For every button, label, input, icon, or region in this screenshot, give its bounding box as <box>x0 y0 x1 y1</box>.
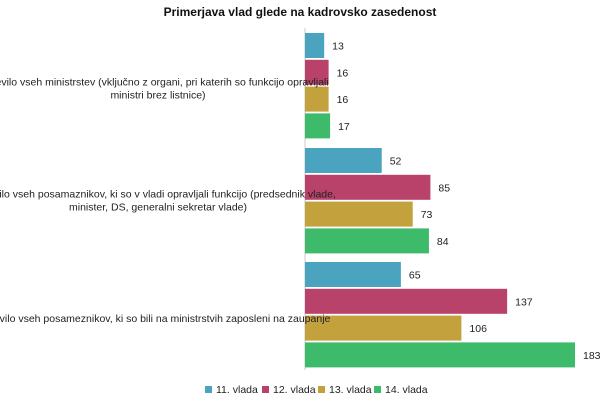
legend-item: 14. vlada <box>374 384 428 396</box>
legend-swatch <box>262 386 269 393</box>
bar <box>305 288 508 314</box>
category-label: število vseh posamaznikov, ki so v vladi… <box>0 189 336 214</box>
data-label: 84 <box>437 236 449 248</box>
bar <box>305 315 462 341</box>
bar <box>305 174 431 200</box>
bar <box>305 148 382 173</box>
legend-item: 11. vlada <box>205 384 258 396</box>
category-label: število vseh ministrstev (vključno z org… <box>0 77 329 102</box>
bar <box>305 201 413 227</box>
bar <box>305 113 331 139</box>
data-label: 16 <box>337 67 349 79</box>
chart-title: Primerjava vlad glede na kadrovsko zased… <box>164 5 437 19</box>
data-label: 183 <box>583 350 601 362</box>
bar <box>305 33 325 58</box>
legend-swatch <box>318 386 325 393</box>
data-label: 52 <box>390 156 402 168</box>
legend-swatch <box>205 386 212 393</box>
data-label: 17 <box>338 121 350 133</box>
data-label: 106 <box>469 323 487 335</box>
data-label: 137 <box>515 296 533 308</box>
data-label: 73 <box>421 209 433 221</box>
bar <box>305 59 329 85</box>
data-label: 13 <box>332 41 344 53</box>
bar <box>305 262 401 287</box>
data-label: 85 <box>438 182 450 194</box>
data-label: 65 <box>409 270 421 282</box>
legend-label: 13. vlada <box>329 384 372 396</box>
bar <box>305 342 575 368</box>
legend-item: 13. vlada <box>318 384 372 396</box>
bar <box>305 228 429 254</box>
category-label: število vseh posameznikov, ki so bili na… <box>0 313 331 325</box>
legend-label: 14. vlada <box>385 384 428 396</box>
legend-label: 11. vlada <box>216 384 258 396</box>
legend-swatch <box>374 386 381 393</box>
legend-label: 12. vlada <box>273 384 316 396</box>
bar <box>305 86 329 112</box>
data-label: 16 <box>337 94 349 106</box>
legend-item: 12. vlada <box>262 384 316 396</box>
